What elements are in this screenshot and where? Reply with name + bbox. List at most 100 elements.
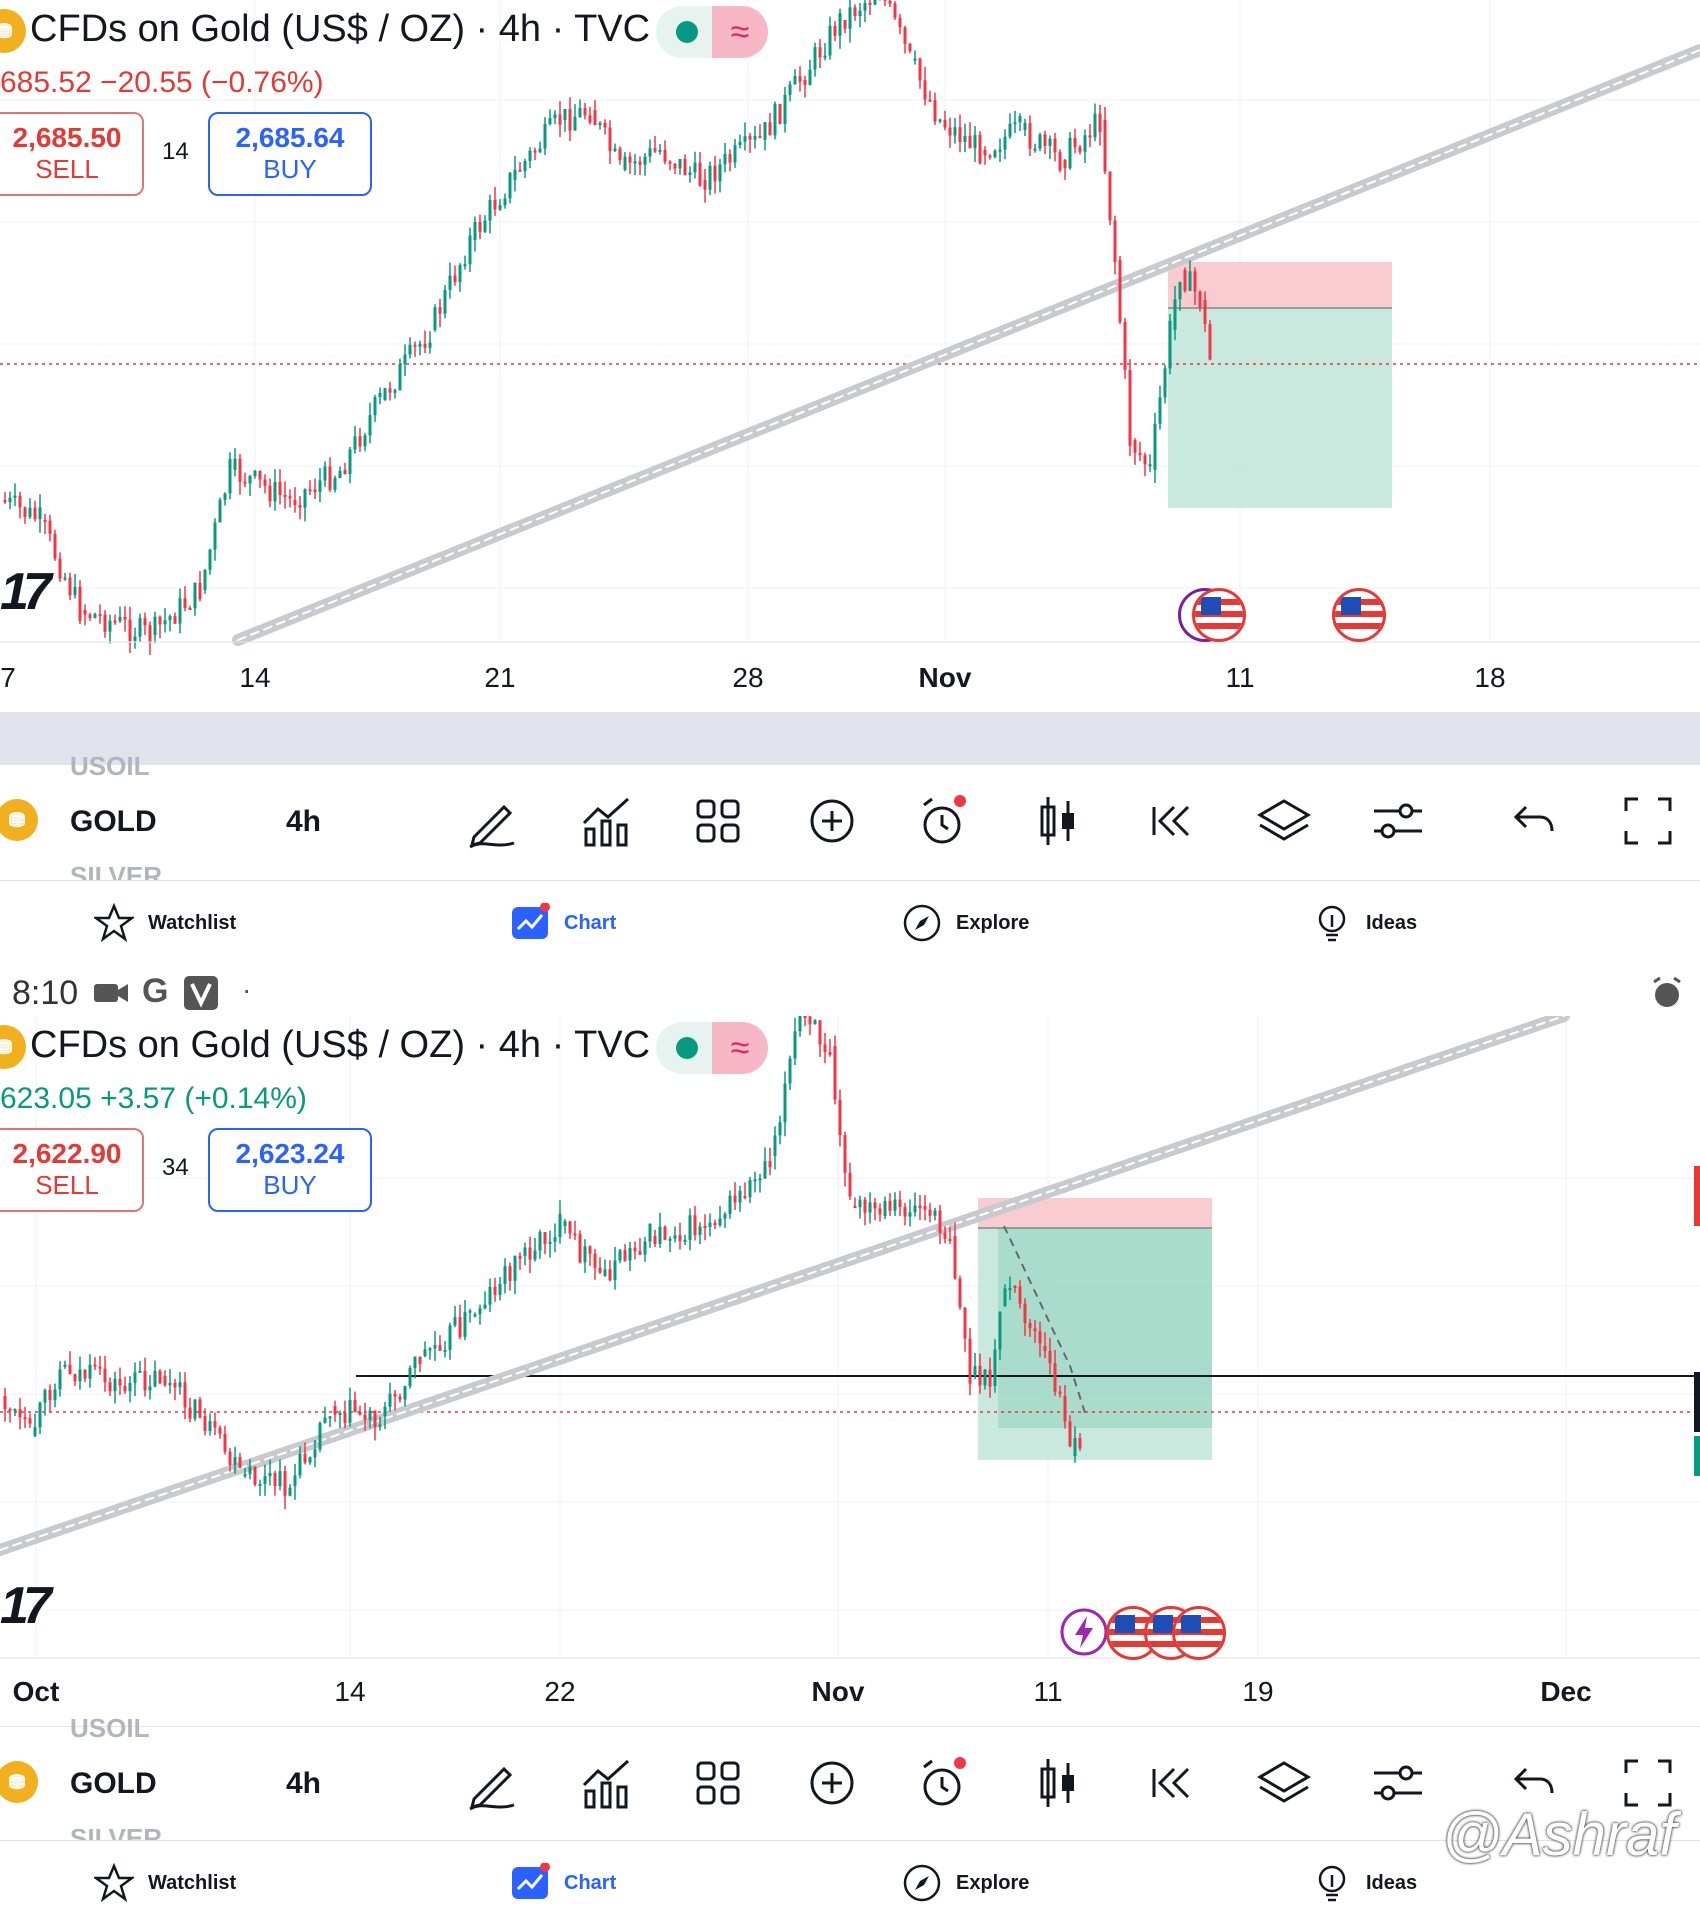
chart-type-icon (1030, 793, 1086, 849)
lightning-event-icon[interactable] (1058, 1606, 1110, 1658)
undo-button[interactable] (1506, 793, 1562, 849)
nav-ideas-label: Ideas (1366, 912, 1417, 935)
candle-body (699, 163, 702, 186)
candle-body (154, 1371, 157, 1387)
us-flag-icon[interactable] (1192, 588, 1246, 642)
chart-type-button[interactable] (1030, 1755, 1086, 1811)
candle-body (1134, 440, 1137, 453)
x-axis-label: 11 (1225, 662, 1254, 694)
symbol-name[interactable]: GOLD (70, 805, 157, 839)
fullscreen-button[interactable] (1620, 793, 1676, 849)
candle-body (849, 1173, 852, 1197)
candle-body (234, 459, 237, 470)
indicators-button[interactable] (578, 793, 634, 849)
alert-button[interactable] (916, 1755, 972, 1811)
candle-body (449, 275, 452, 290)
candle-body (779, 1122, 782, 1135)
chart-title[interactable]: CFDs on Gold (US$ / OZ) · 4h · TVC (30, 1024, 650, 1067)
bottom-chart-canvas[interactable] (0, 1016, 1700, 1726)
replay-icon (1142, 793, 1198, 849)
bottom-chart-panel: ⛃ CFDs on Gold (US$ / OZ) · 4h · TVC ≈ 6… (0, 1016, 1700, 1726)
interval-selector[interactable]: 4h (286, 805, 321, 839)
nav-watchlist[interactable]: Watchlist (94, 903, 236, 943)
nav-explore[interactable]: Explore (902, 903, 1029, 943)
candle-body (569, 109, 572, 131)
candle-body (64, 1365, 67, 1367)
layouts-button[interactable] (690, 1755, 746, 1811)
chart-type-button[interactable] (1030, 793, 1086, 849)
top-chart-canvas[interactable] (0, 0, 1700, 712)
candle-body (534, 1251, 537, 1260)
prev-symbol[interactable]: USOIL (70, 1713, 149, 1744)
price-change: 623.05 +3.57 (+0.14%) (0, 1082, 307, 1116)
candle-body (224, 493, 227, 499)
nav-explore[interactable]: Explore (902, 1863, 1029, 1903)
candle-body (74, 1374, 77, 1381)
candle-body (964, 1307, 967, 1338)
candle-body (74, 587, 77, 595)
layers-button[interactable] (1256, 1755, 1312, 1811)
indicators-icon (578, 1755, 634, 1811)
candle-body (199, 583, 202, 599)
draw-button[interactable] (464, 793, 520, 849)
add-button[interactable] (804, 793, 860, 849)
market-status-pill[interactable]: ≈ (656, 6, 768, 58)
indicators-button[interactable] (578, 1755, 634, 1811)
sell-button[interactable]: 2,685.50 SELL (0, 112, 144, 196)
candle-body (524, 1248, 527, 1256)
candle-body (914, 1205, 917, 1212)
candle-body (199, 1400, 202, 1418)
candle-body (479, 1308, 482, 1314)
candle-body (9, 1409, 12, 1411)
symbol-name[interactable]: GOLD (70, 1767, 157, 1801)
interval-selector[interactable]: 4h (286, 1767, 321, 1801)
candle-body (654, 148, 657, 151)
replay-button[interactable] (1142, 1755, 1198, 1811)
candle-body (454, 1317, 457, 1325)
nav-chart[interactable]: Chart (510, 1863, 616, 1903)
candle-body (29, 1418, 32, 1424)
nav-chart[interactable]: Chart (510, 903, 616, 943)
candle-body (429, 342, 432, 347)
x-axis-label: Nov (919, 662, 972, 694)
candle-body (249, 1467, 252, 1475)
panel-divider (0, 712, 1700, 764)
settings-button[interactable] (1370, 793, 1426, 849)
buy-button[interactable]: 2,685.64 BUY (208, 112, 372, 196)
us-flag-icon[interactable] (1172, 1606, 1226, 1660)
draw-button[interactable] (464, 1755, 520, 1811)
x-axis-label: 7 (0, 662, 16, 694)
spread-value: 34 (162, 1154, 189, 1182)
candle-body (1029, 123, 1032, 149)
alert-button[interactable] (916, 793, 972, 849)
market-status-pill[interactable]: ≈ (656, 1022, 768, 1074)
candle-body (954, 127, 957, 135)
chart-toolbar: USOIL ⛃ GOLD SILVER 4h (0, 764, 1700, 877)
candle-body (84, 1370, 87, 1379)
nav-ideas[interactable]: Ideas (1312, 1863, 1417, 1903)
candle-body (864, 3, 867, 11)
nav-watchlist[interactable]: Watchlist (94, 1863, 236, 1903)
candle-body (834, 26, 837, 36)
candle-body (624, 157, 627, 170)
replay-button[interactable] (1142, 793, 1198, 849)
candle-body (129, 620, 132, 641)
settings-button[interactable] (1370, 1755, 1426, 1811)
layers-button[interactable] (1256, 793, 1312, 849)
candle-body (774, 1135, 777, 1156)
candle-body (604, 1269, 607, 1276)
candle-body (809, 1016, 812, 1024)
candle-body (989, 156, 992, 158)
us-flag-icon[interactable] (1332, 588, 1386, 642)
sell-button[interactable]: 2,622.90 SELL (0, 1128, 144, 1212)
candle-body (1004, 137, 1007, 150)
prev-symbol[interactable]: USOIL (70, 751, 149, 782)
buy-button[interactable]: 2,623.24 BUY (208, 1128, 372, 1212)
nav-ideas[interactable]: Ideas (1312, 903, 1417, 943)
candle-body (734, 1195, 737, 1202)
add-button[interactable] (804, 1755, 860, 1811)
candle-body (1204, 300, 1207, 324)
candle-body (124, 1386, 127, 1391)
layouts-button[interactable] (690, 793, 746, 849)
chart-title[interactable]: CFDs on Gold (US$ / OZ) · 4h · TVC (30, 8, 650, 51)
